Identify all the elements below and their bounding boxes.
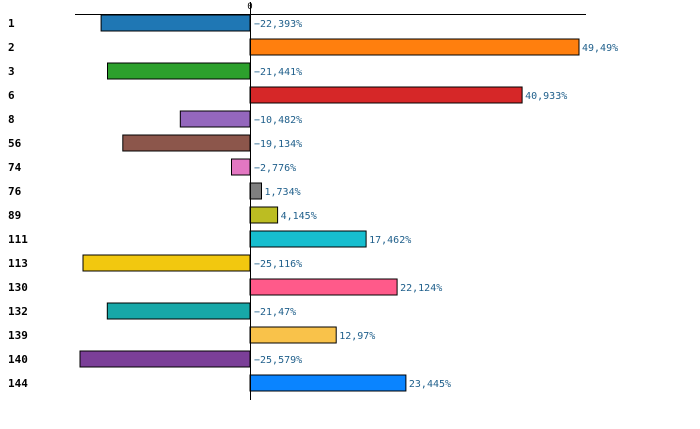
value-label-111: 17,462% (369, 235, 411, 246)
bars-group: 1 −22,393% 2 49,49% 3 −21,441% 6 40,933% 8 −10,48… (8, 14, 618, 392)
bar-132 (106, 302, 251, 320)
bar-1 (100, 14, 251, 32)
value-label-130: 22,124% (400, 283, 442, 294)
value-label-139: 12,97% (339, 331, 375, 342)
category-label-74: 74 (8, 161, 22, 174)
value-label-6: 40,933% (525, 91, 567, 102)
bar-144 (249, 374, 407, 392)
value-label-76: 1,734% (265, 187, 301, 198)
bar-130 (249, 278, 398, 296)
bar-89 (249, 206, 279, 224)
value-label-2: 49,49% (582, 43, 618, 54)
value-label-56: −19,134% (254, 139, 302, 150)
value-label-1: −22,393% (254, 19, 302, 30)
value-label-132: −21,47% (254, 307, 296, 318)
category-label-1: 1 (8, 17, 15, 30)
category-label-113: 113 (8, 257, 28, 270)
category-label-130: 130 (8, 281, 28, 294)
category-label-111: 111 (8, 233, 28, 246)
category-label-56: 56 (8, 137, 22, 150)
category-label-89: 89 (8, 209, 21, 222)
value-label-140: −25,579% (254, 355, 302, 366)
category-label-8: 8 (8, 113, 15, 126)
value-label-89: 4,145% (281, 211, 317, 222)
category-label-76: 76 (8, 185, 22, 198)
category-label-140: 140 (8, 353, 28, 366)
bar-2 (249, 38, 580, 56)
bar-6 (249, 86, 523, 104)
value-label-3: −21,441% (254, 67, 302, 78)
value-label-113: −25,116% (254, 259, 302, 270)
category-label-132: 132 (8, 305, 28, 318)
bar-76 (249, 182, 262, 200)
category-label-144: 144 (8, 377, 28, 390)
category-label-3: 3 (8, 65, 15, 78)
bar-56 (122, 134, 251, 152)
bar-8 (179, 110, 251, 128)
category-label-6: 6 (8, 89, 15, 102)
bar-139 (249, 326, 337, 344)
category-label-2: 2 (8, 41, 15, 54)
bar-3 (107, 62, 251, 80)
value-label-74: −2,776% (254, 163, 296, 174)
bar-111 (249, 230, 367, 248)
value-label-144: 23,445% (409, 379, 451, 390)
category-label-139: 139 (8, 329, 28, 342)
bar-140 (79, 350, 251, 368)
bar-113 (82, 254, 251, 272)
value-label-8: −10,482% (254, 115, 302, 126)
bar-74 (231, 158, 251, 176)
